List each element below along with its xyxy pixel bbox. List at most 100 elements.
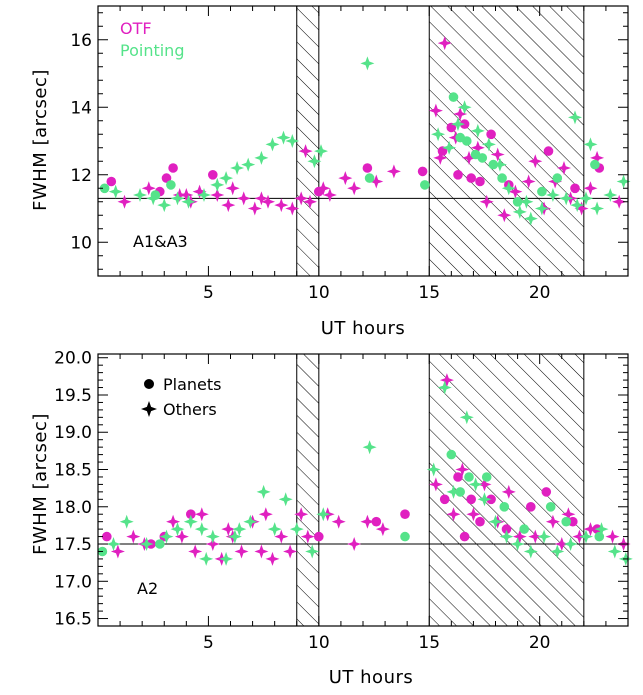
otf-planet-point [314,531,324,542]
otf-other-point [508,184,523,199]
pointing-other-point [512,204,527,219]
otf-planet-point [439,494,450,505]
panel-a1-a3: 5 10 15 20 10 12 14 16 UT hours FWHM [arcsec] A… [30,5,631,339]
otf-other-point [254,191,269,206]
pointing-other-point [501,181,516,196]
pointing-other-point [563,537,578,551]
otf-other-point [561,507,576,522]
y-tick-label: 17.5 [54,535,92,555]
pointing-other-point [170,191,185,206]
pointing-other-point [446,484,461,499]
pointing-other-point [305,544,320,559]
otf-planet-point [161,173,172,183]
y-tick-label: 16 [70,31,92,51]
otf-other-point [283,544,298,559]
pointing-other-point [146,191,161,206]
otf-other-point [470,140,485,155]
pointing-other-point [108,184,123,199]
otf-planet-point [570,183,580,194]
otf-other-point [194,507,209,522]
pointing-other-point [316,507,331,522]
pointing-other-point [616,174,631,189]
x-tick-label: 10 [308,283,330,303]
axis-ticks: 5 10 15 20 10 12 14 16 [70,6,628,303]
pointing-other-point [170,522,185,537]
otf-other-point [221,522,236,537]
otf-other-point [437,36,452,51]
otf-planet-point [371,516,382,527]
pointing-other-point [267,522,282,537]
pointing-other-point [559,191,574,206]
otf-other-point [294,191,309,206]
otf-other-point [554,537,569,551]
otf-other-point [433,150,448,165]
pointing-planet-point [537,186,547,197]
otf-other-point [298,144,313,159]
otf-planet-point [501,524,512,534]
pointing-other-point [523,211,538,226]
pointing-planet-point [590,159,600,170]
otf-other-point [294,507,309,522]
pointing-planet-point [420,180,430,190]
panel-label: A1&A3 [133,232,188,251]
otf-planet-point [400,509,410,519]
legend-otf: OTF [120,19,152,38]
otf-other-point [347,537,362,551]
otf-planet-point [186,509,196,519]
pointing-other-point [106,537,121,551]
pointing-other-point [285,134,300,148]
otf-planet-point [102,531,112,542]
otf-other-point [110,544,125,559]
otf-other-point [455,462,470,477]
x-axis-label: UT hours [321,318,406,339]
pointing-other-point [442,140,457,155]
pointing-other-point [594,522,609,537]
pointing-other-point [119,514,134,529]
pointing-other-point [568,110,582,125]
pointing-other-point [607,544,622,559]
x-axis-label: UT hours [329,667,414,688]
otf-other-point [490,147,505,162]
otf-planet-point [453,472,463,482]
otf-other-point [265,551,280,566]
y-tick-label: 10 [70,233,92,253]
pointing-planet-point [455,132,466,143]
legend-others: Others [141,400,217,419]
otf-other-point [322,188,337,202]
otf-other-point [605,529,620,544]
pointing-other-point [451,117,465,132]
pointing-other-point [278,492,293,507]
pointing-other-point [219,171,234,186]
panel-label: A2 [137,579,158,598]
pointing-other-point [603,188,618,202]
pointing-other-point [523,544,538,559]
otf-other-point [557,161,571,175]
otf-other-point [521,174,536,189]
pointing-planet-point [464,472,474,482]
otf-planet-point [475,176,485,187]
pointing-planet-point [446,449,457,460]
y-tick-label: 20.0 [54,349,92,369]
otf-other-point [453,107,468,121]
pointing-other-point [362,440,377,455]
otf-other-point [528,154,543,169]
otf-other-point [446,507,461,522]
otf-other-point [205,537,220,551]
pointing-other-point [197,188,211,202]
axis-ticks: 5 10 15 20 16.5 17.0 17.5 18.0 18.5 19.0 19.5 20.0 [54,349,628,653]
otf-other-point [274,198,289,213]
panel-a2: 5 10 15 2016.517.017.518.018.519.019.520.0 … [30,349,633,688]
otf-other-point [221,198,236,213]
pointing-planet-point [477,153,488,163]
y-tick-label: 19.0 [54,423,92,443]
pointing-other-point [583,137,598,152]
shaded-range-0 [296,353,320,627]
pointing-other-point [510,537,525,551]
pointing-other-point [232,522,247,537]
pointing-planet-point [364,173,375,183]
otf-planet-point [362,163,373,173]
pointing-other-point [426,462,441,477]
otf-other-point [428,477,443,492]
otf-planet-point [208,170,218,180]
otf-planet-point [459,531,470,542]
